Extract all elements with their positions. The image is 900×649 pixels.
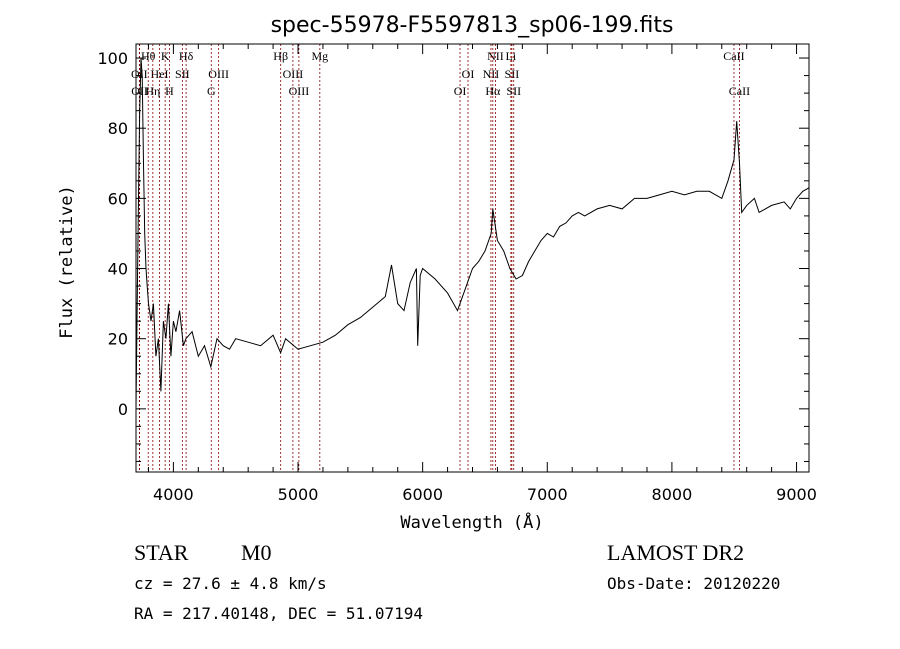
spectral-line-label-1: K <box>161 49 170 63</box>
x-tick-label-6000: 6000 <box>402 485 443 504</box>
x-tick-label-5000: 5000 <box>278 485 319 504</box>
spectral-line-label-20: OIII <box>289 84 310 98</box>
spectral-line-label-0: Hθ <box>141 49 156 63</box>
x-axis-label: Wavelength (Å) <box>400 511 543 533</box>
spectral-line-label-19: G <box>207 84 216 98</box>
ra-dec-coords: RA = 217.40148, DEC = 51.07194 <box>134 604 423 623</box>
spectrum-line <box>135 57 810 409</box>
spectral-line-label-17: Hη <box>145 84 160 98</box>
spectral-line-label-11: OIII <box>208 67 229 81</box>
y-tick-label-20: 20 <box>108 330 128 349</box>
spectral-line-label-14: NII <box>483 67 500 81</box>
spectrum-series <box>135 57 810 409</box>
spectral-line-label-15: SII <box>505 67 520 81</box>
object-subclass: M0 <box>241 540 272 565</box>
spectral-line-label-24: CaII <box>729 84 750 98</box>
spectral-line-label-21: OI <box>454 84 467 98</box>
obs-date: Obs-Date: 20120220 <box>607 574 781 593</box>
object-class: STAR <box>134 540 189 565</box>
spectral-line-label-3: Hβ <box>273 49 288 63</box>
spectrum-chart: spec-55978-F5597813_sp06-199.fits Hθ K Hδ H… <box>57 13 817 533</box>
y-tick-label-80: 80 <box>108 119 128 138</box>
x-tick-label-7000: 7000 <box>527 485 568 504</box>
y-tick-label-60: 60 <box>108 189 128 208</box>
chart-title: spec-55978-F5597813_sp06-199.fits <box>271 13 674 38</box>
survey-label: LAMOST DR2 <box>607 540 745 565</box>
y-axis-label: Flux (relative) <box>57 185 77 339</box>
spectral-line-label-18: H <box>165 84 174 98</box>
spectral-line-label-23: SII <box>506 84 521 98</box>
x-axis: 4000 5000 6000 7000 8000 9000 <box>147 44 817 504</box>
spectral-line-label-10: SII <box>175 67 190 81</box>
y-tick-label-100: 100 <box>97 49 128 68</box>
spectral-line-label-4: Mg <box>311 49 328 63</box>
y-axis: 0 20 40 60 80 100 <box>97 49 809 462</box>
plot-frame <box>135 43 810 473</box>
spectral-line-label-7: CaII <box>723 49 744 63</box>
spectral-line-label-12: OIII <box>283 67 304 81</box>
y-tick-label-40: 40 <box>108 260 128 279</box>
spectral-line-label-2: Hδ <box>179 49 194 63</box>
spectral-line-label-13: OI <box>462 67 475 81</box>
redshift-cz: cz = 27.6 ± 4.8 km/s <box>134 574 327 593</box>
spectral-line-label-16: OII <box>131 84 148 98</box>
spectral-line-label-22: Hα <box>485 84 501 98</box>
x-tick-label-9000: 9000 <box>776 485 817 504</box>
spectral-line-label-6: Li <box>506 49 517 63</box>
y-tick-label-0: 0 <box>118 400 128 419</box>
spectral-line-label-9: HeI <box>151 67 169 81</box>
spectral-line-label-5: NII <box>487 49 504 63</box>
x-tick-label-4000: 4000 <box>153 485 194 504</box>
x-tick-label-8000: 8000 <box>652 485 693 504</box>
